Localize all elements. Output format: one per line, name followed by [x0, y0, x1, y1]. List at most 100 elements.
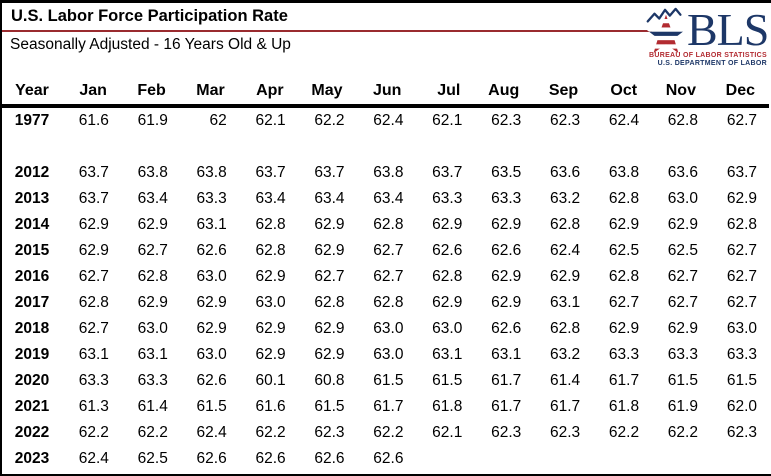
year-cell: 2019 [14, 346, 50, 363]
value-cell: 62.9 [196, 294, 227, 311]
value-cell: 62.7 [373, 268, 404, 285]
page-title: U.S. Labor Force Participation Rate [2, 3, 652, 32]
table-row-1977: 1977 61.6 61.9 62 62.1 62.2 62.4 62.1 62.3 62.3 62… [2, 106, 769, 134]
value-cell: 62.9 [314, 320, 345, 337]
value-cell: 63.8 [137, 164, 168, 181]
year-cell: 2017 [14, 294, 50, 311]
value-cell: 63.7 [255, 164, 286, 181]
table-row-2013: 2013 63.7 63.4 63.3 63.4 63.4 63.4 63.3 63.3 63.2… [2, 186, 769, 212]
value-cell: 61.7 [373, 398, 404, 415]
year-cell: 2021 [14, 398, 50, 415]
column-header-year: Year [2, 78, 62, 108]
year-cell: 2016 [14, 268, 50, 285]
value-cell: 63.0 [255, 294, 286, 311]
value-cell: 63.8 [196, 164, 227, 181]
value-cell: 62.8 [432, 268, 463, 285]
value-cell: 63.0 [726, 320, 757, 337]
value-cell: 61.4 [137, 398, 168, 415]
value-cell: 61.9 [667, 398, 698, 415]
table-row-2014: 2014 62.9 62.9 63.1 62.8 62.9 62.8 62.9 62.9 62.8… [2, 212, 769, 238]
bls-logo-department-line: U.S. DEPARTMENT OF LABOR [657, 60, 767, 67]
value-cell: 63.7 [726, 164, 757, 181]
value-cell: 62.8 [608, 190, 640, 207]
value-cell: 63.7 [432, 164, 463, 181]
column-header-sep: Sep [533, 78, 593, 108]
value-cell: 62.5 [667, 242, 698, 259]
column-header-jun: Jun [356, 78, 416, 108]
value-cell: 62.6 [196, 372, 227, 389]
table-row-2019: 2019 63.1 63.1 63.0 62.9 62.9 63.0 63.1 63.1 63.2… [2, 342, 769, 368]
value-cell: 62.8 [137, 268, 168, 285]
value-cell: 62.9 [667, 320, 698, 337]
value-cell: 62.3 [314, 424, 345, 441]
value-cell: 63.0 [373, 346, 404, 363]
value-cell: 62.9 [726, 190, 757, 207]
value-cell: 63.3 [608, 346, 640, 363]
value-cell: 62.2 [314, 112, 345, 129]
value-cell: 61.5 [432, 372, 463, 389]
value-cell: 62.7 [726, 242, 757, 259]
value-cell: 62.2 [373, 424, 404, 441]
table-row-2022: 2022 62.2 62.2 62.4 62.2 62.3 62.2 62.1 62.3 62.3… [2, 420, 769, 446]
value-cell: 62.9 [137, 216, 168, 233]
value-cell: 62.9 [314, 346, 345, 363]
value-cell: 61.7 [549, 398, 581, 415]
bls-logo-bureau-line: BUREAU OF LABOR STATISTICS [649, 52, 767, 59]
column-header-dec: Dec [709, 78, 769, 108]
value-cell: 62.8 [373, 294, 404, 311]
value-cell: 61.5 [373, 372, 404, 389]
value-cell: 62.9 [78, 242, 109, 259]
value-cell: 61.6 [255, 398, 286, 415]
value-cell: 62.8 [255, 216, 286, 233]
year-cell: 2018 [14, 320, 50, 337]
value-cell: 61.4 [549, 372, 581, 389]
value-cell: 60.8 [314, 372, 345, 389]
value-cell: 62.4 [78, 450, 109, 467]
value-cell [474, 446, 533, 472]
value-cell: 62.7 [608, 294, 640, 311]
table-row-2020: 2020 63.3 63.3 62.6 60.1 60.8 61.5 61.5 61.7 61.4… [2, 368, 769, 394]
year-cell: 2015 [14, 242, 50, 259]
value-cell: 61.8 [608, 398, 640, 415]
value-cell: 62.7 [667, 268, 698, 285]
value-cell: 63.8 [608, 164, 640, 181]
year-cell: 2020 [14, 372, 50, 389]
value-cell: 62.5 [608, 242, 640, 259]
value-cell: 63.0 [667, 190, 698, 207]
bls-logo: BLS BUREAU OF LABOR STATISTICS U.S. DEPA… [641, 6, 769, 68]
value-cell: 62.1 [255, 112, 286, 129]
value-cell: 63.0 [196, 268, 227, 285]
value-cell: 62.8 [726, 216, 757, 233]
value-cell: 62.9 [491, 294, 522, 311]
value-cell: 62.9 [491, 216, 522, 233]
value-cell: 62.2 [78, 424, 109, 441]
value-cell: 63.1 [491, 346, 522, 363]
spacer-row [2, 134, 769, 160]
value-cell: 62.8 [373, 216, 404, 233]
value-cell: 60.1 [255, 372, 286, 389]
value-cell: 62.8 [608, 268, 640, 285]
value-cell: 63.5 [491, 164, 522, 181]
value-cell: 62.9 [314, 242, 345, 259]
participation-rate-table: Year Jan Feb Mar Apr May Jun Jul Aug Sep Oct Nov Dec… [2, 78, 769, 472]
value-cell: 62.6 [491, 242, 522, 259]
value-cell: 63.3 [491, 190, 522, 207]
table-row-2021: 2021 61.3 61.4 61.5 61.6 61.5 61.7 61.8 61.7 61.7… [2, 394, 769, 420]
value-cell: 63.1 [549, 294, 581, 311]
bls-star-icon [645, 7, 687, 53]
value-cell: 61.7 [608, 372, 640, 389]
value-cell: 63.3 [726, 346, 757, 363]
value-cell: 62.8 [549, 320, 581, 337]
value-cell: 63.1 [137, 346, 168, 363]
value-cell: 62.0 [726, 398, 757, 415]
value-cell: 62.6 [314, 450, 345, 467]
value-cell: 62.9 [667, 216, 698, 233]
value-cell [710, 446, 769, 472]
year-cell: 2023 [14, 450, 50, 467]
value-cell [533, 446, 592, 472]
value-cell: 62.6 [196, 242, 227, 259]
value-cell: 61.5 [196, 398, 227, 415]
value-cell: 61.5 [314, 398, 345, 415]
value-cell: 62.1 [432, 112, 463, 129]
